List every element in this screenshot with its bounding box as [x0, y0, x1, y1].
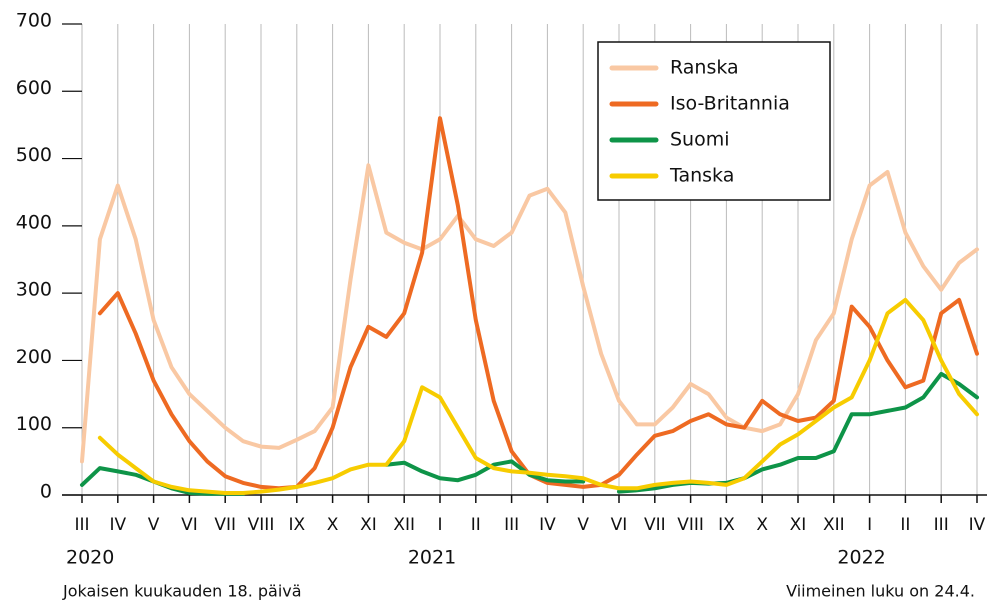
y-tick-label: 500 [16, 144, 52, 166]
year-label: 2022 [837, 547, 885, 569]
x-tick-label: VI [181, 515, 198, 535]
x-tick-label: XI [790, 515, 807, 535]
footnote-right: Viimeinen luku on 24.4. [786, 582, 975, 601]
x-tick-label: V [577, 515, 589, 535]
x-tick-label: III [74, 515, 89, 535]
x-tick-label: II [900, 515, 910, 535]
x-tick-label: IX [718, 515, 735, 535]
y-tick-label: 100 [16, 413, 52, 435]
footnote-left: Jokaisen kuukauden 18. päivä [62, 582, 302, 601]
legend-label: Ranska [670, 57, 739, 79]
x-tick-label: I [437, 515, 442, 535]
y-tick-label: 300 [16, 279, 52, 301]
x-tick-label: I [867, 515, 872, 535]
y-tick-label: 700 [16, 10, 52, 32]
x-tick-label: X [327, 515, 339, 535]
x-tick-label: IX [288, 515, 305, 535]
legend-label: Suomi [670, 129, 730, 151]
x-tick-label: VIII [248, 515, 275, 535]
y-tick-label: 400 [16, 211, 52, 233]
series-line [80, 163, 979, 464]
x-tick-label: VIII [677, 515, 704, 535]
x-tick-label: II [471, 515, 481, 535]
y-tick-label: 0 [40, 481, 52, 503]
legend-label: Iso-Britannia [670, 93, 790, 115]
x-tick-label: IV [969, 515, 986, 535]
year-label: 2021 [408, 547, 456, 569]
x-tick-label: XII [823, 515, 845, 535]
x-tick-label: IV [109, 515, 126, 535]
x-tick-label: VII [214, 515, 236, 535]
legend-label: Tanska [669, 165, 734, 187]
x-tick-label: X [756, 515, 768, 535]
series-line [384, 459, 586, 484]
x-tick-label: VI [611, 515, 628, 535]
x-tick-label: VII [644, 515, 666, 535]
y-tick-label: 600 [16, 77, 52, 99]
x-tick-label: III [934, 515, 949, 535]
y-tick-label: 200 [16, 346, 52, 368]
year-label: 2020 [66, 547, 114, 569]
x-tick-label: III [504, 515, 519, 535]
x-tick-label: XI [360, 515, 377, 535]
x-tick-label: IV [539, 515, 556, 535]
x-tick-label: V [148, 515, 160, 535]
x-tick-label: XII [393, 515, 415, 535]
series-line [97, 297, 979, 495]
